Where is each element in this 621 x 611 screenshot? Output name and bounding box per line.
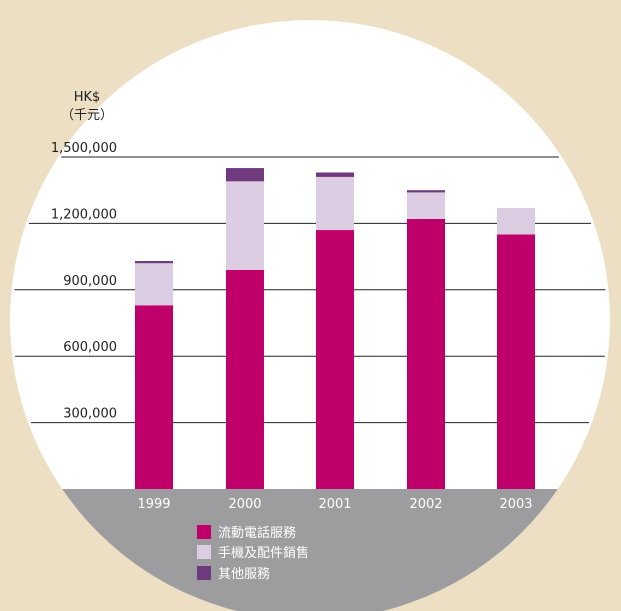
x-category-label: 2000 (228, 497, 261, 512)
legend-label-handsets: 手機及配件銷售 (218, 545, 309, 561)
y-tick-label: 600,000 (63, 340, 117, 355)
y-axis-tick-labels: 300,000 600,000 900,000 1,200,000 1,500,000 (51, 141, 117, 422)
bar-2002-series-0 (407, 218, 445, 489)
bar-2000-series-1 (226, 181, 264, 270)
bar-2001-series-2 (316, 172, 354, 177)
x-category-label: 2002 (409, 497, 442, 512)
bars (135, 168, 535, 490)
unit-label-currency: HK$ (74, 90, 101, 105)
bar-1999-series-2 (135, 261, 173, 264)
bar-1999-series-0 (135, 305, 173, 489)
x-axis-category-labels: 1999 2000 2001 2002 2003 (137, 497, 532, 512)
legend-label-mobile: 流動電話服務 (218, 525, 296, 541)
bar-2001-series-0 (316, 230, 354, 490)
x-category-label: 2001 (318, 497, 351, 512)
bar-2000-series-0 (226, 269, 264, 489)
y-tick-label: 1,500,000 (51, 141, 117, 156)
y-tick-label: 300,000 (63, 407, 117, 422)
bar-2000-series-2 (226, 168, 264, 182)
unit-label-thousands: （千元） (61, 108, 113, 123)
bar-2003-series-0 (497, 234, 535, 489)
bar-1999-series-1 (135, 263, 173, 306)
bar-2003-series-1 (497, 207, 535, 235)
bar-2002-series-1 (407, 192, 445, 219)
legend-swatch-mobile (197, 525, 211, 539)
x-category-label: 1999 (137, 497, 170, 512)
bar-2001-series-1 (316, 176, 354, 231)
bar-2002-series-2 (407, 190, 445, 193)
legend-label-others: 其他服務 (218, 567, 270, 582)
y-tick-label: 900,000 (63, 274, 117, 289)
legend: 流動電話服務 手機及配件銷售 其他服務 (197, 525, 309, 582)
x-category-label: 2003 (499, 497, 532, 512)
legend-swatch-others (197, 566, 211, 580)
legend-swatch-handsets (197, 545, 211, 559)
y-tick-label: 1,200,000 (51, 207, 117, 222)
